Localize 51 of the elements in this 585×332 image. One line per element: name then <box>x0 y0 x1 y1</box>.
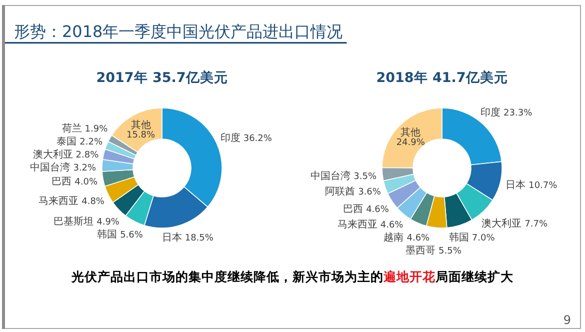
data-label: 3.5% <box>354 172 377 182</box>
slice-label: 巴西 <box>343 204 364 216</box>
chart-title: 2017年 35.7亿美元 <box>96 69 228 86</box>
data-label: 5.6% <box>120 230 144 241</box>
data-label: 36.2% <box>243 134 272 144</box>
chart-title: 2018年 41.7亿美元 <box>376 69 508 86</box>
slice-label: 荷兰 <box>62 122 82 134</box>
slice-label: 澳大利亚 <box>482 218 522 230</box>
slice-label: 巴西 <box>52 176 72 188</box>
data-label: 15.8% <box>126 130 156 140</box>
data-label: 24.9% <box>396 138 426 148</box>
slice-label: 其他 <box>130 118 151 131</box>
data-label: 4.8% <box>82 197 105 208</box>
slice-label: 韩国 <box>97 228 118 241</box>
data-label: 7.0% <box>472 233 496 244</box>
data-label: 1.9% <box>84 124 108 134</box>
data-label: 3.6% <box>358 188 382 198</box>
data-label: 3.2% <box>73 163 97 174</box>
slice-label: 越南 <box>384 232 404 244</box>
slice-label: 中国台湾 <box>310 170 351 182</box>
data-label: 4.0% <box>74 178 98 188</box>
slice-label: 中国台湾 <box>30 161 70 174</box>
slice-label: 墨西哥 <box>406 246 436 257</box>
slice-label: 韩国 <box>448 231 469 244</box>
data-label: 18.5% <box>184 234 214 244</box>
slice-label: 印度 <box>220 132 240 144</box>
slice-label: 阿联酋 <box>325 186 356 198</box>
slice-label: 马来西亚 <box>38 195 79 208</box>
slice-label: 马来西亚 <box>337 218 378 231</box>
text: 遍地开花 <box>382 269 436 284</box>
data-label: 4.6% <box>380 220 404 231</box>
slice-label: 巴基斯坦 <box>54 215 94 228</box>
data-label: 4.9% <box>96 217 120 228</box>
data-label: 4.6% <box>366 205 390 216</box>
text: 形势：2018年一季度中国光伏产品进出口情况 <box>14 22 343 41</box>
data-label: 23.3% <box>504 108 533 118</box>
slice-label: 泰国 <box>56 136 77 148</box>
slice-label: 其他 <box>400 126 421 138</box>
data-label: 5.5% <box>438 246 462 257</box>
data-label: 2.8% <box>76 150 100 160</box>
data-label: 10.7% <box>528 180 558 191</box>
data-label: 4.6% <box>406 234 430 244</box>
slice-label: 澳大利亚 <box>32 148 73 160</box>
text: 光伏产品出口市场的集中度继续降低，新兴市场为主的 <box>70 269 384 284</box>
slice-label: 印度 <box>480 106 501 118</box>
text: 9 <box>563 313 571 327</box>
text: 局面继续扩大 <box>434 269 514 284</box>
data-label: 2.2% <box>80 137 103 148</box>
data-label: 7.7% <box>524 220 548 230</box>
slice-label: 日本 <box>162 232 182 244</box>
slice-label: 日本 <box>506 178 526 191</box>
